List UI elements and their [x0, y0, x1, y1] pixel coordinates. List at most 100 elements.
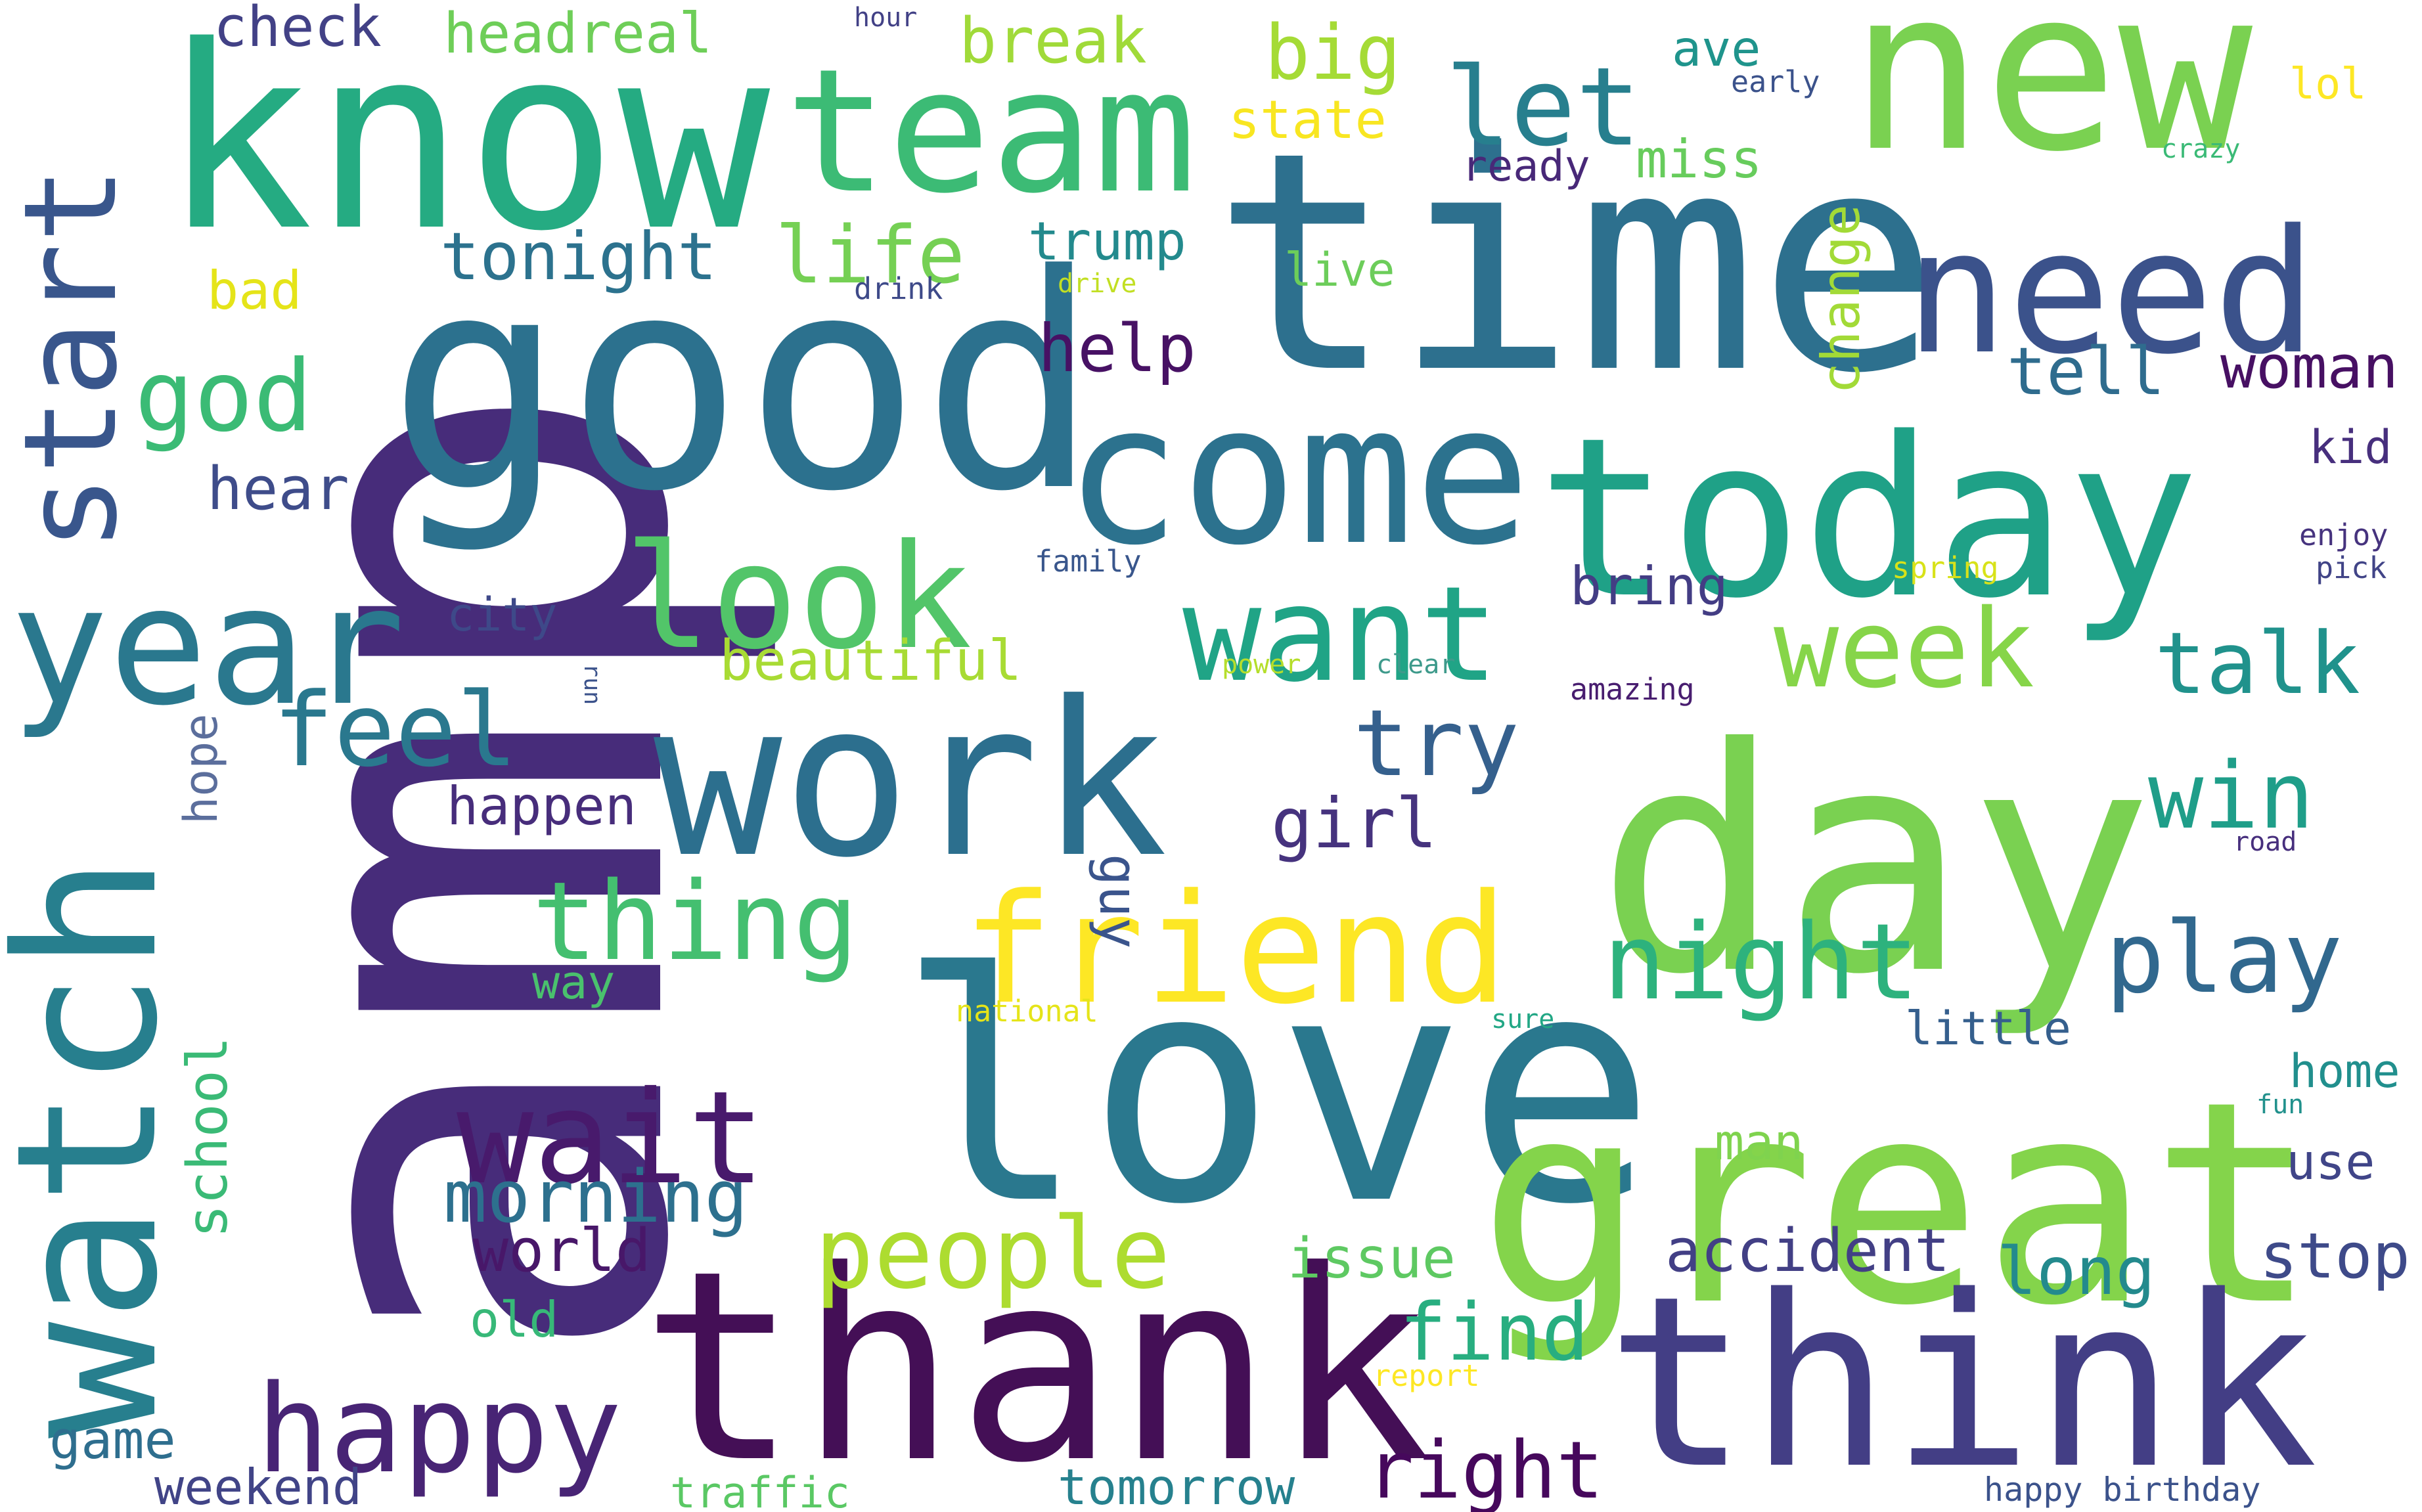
word-early: early	[1731, 64, 1820, 99]
word-bring: bring	[1570, 556, 1728, 617]
word-happen: happen	[447, 776, 637, 837]
word-morning: morning	[443, 1155, 748, 1239]
word-way: way	[532, 956, 615, 1010]
word-time: time	[1212, 88, 1940, 439]
word-drink: drink	[854, 271, 943, 306]
word-fun: fun	[2256, 1090, 2304, 1120]
word-great: great	[1478, 1042, 2318, 1367]
word-national: national	[956, 994, 1098, 1029]
word-accident: accident	[1665, 1216, 1950, 1285]
word-good: good	[388, 212, 1100, 556]
word-night: night	[1603, 901, 1919, 1023]
word-team: team	[785, 33, 1196, 231]
word-thing: thing	[532, 858, 859, 985]
word-start: start	[0, 166, 145, 552]
word-ave: ave	[1672, 20, 1760, 78]
word-come: come	[1064, 362, 1531, 588]
word-crazy: crazy	[2161, 134, 2240, 164]
word-life: life	[775, 210, 965, 301]
word-god: god	[135, 340, 313, 454]
word-help: help	[1038, 310, 1196, 387]
word-find: find	[1399, 1287, 1589, 1379]
word-feel: feel	[273, 671, 518, 789]
word-game: game	[49, 1410, 176, 1471]
word-report: report	[1373, 1358, 1480, 1393]
word-win: win	[2148, 743, 2314, 850]
word-play: play	[2105, 901, 2343, 1015]
word-right: right	[1366, 1425, 1603, 1512]
word-amazing: amazing	[1570, 672, 1695, 707]
word-want: want	[1182, 558, 1499, 711]
word-headreal: headreal	[443, 1, 712, 66]
word-change: change	[1810, 204, 1872, 394]
word-talk: talk	[2155, 613, 2360, 713]
word-bad: bad	[207, 260, 302, 321]
word-stop: stop	[2260, 1220, 2410, 1293]
word-miss: miss	[1636, 129, 1762, 190]
word-woman: woman	[2220, 333, 2398, 402]
word-traffic: traffic	[670, 1469, 850, 1512]
word-year: year	[10, 550, 405, 742]
word-watch: watch	[0, 855, 200, 1438]
word-know: know	[161, 0, 772, 286]
word-girl: girl	[1271, 784, 1437, 864]
word-friend: friend	[962, 862, 1508, 1038]
word-look: look	[624, 513, 972, 681]
word-drive: drive	[1058, 269, 1136, 299]
word-home: home	[2289, 1044, 2400, 1098]
word-sure: sure	[1491, 1004, 1554, 1034]
word-love: love	[897, 906, 1656, 1274]
word-thank: thank	[640, 1215, 1431, 1512]
word-city: city	[447, 588, 558, 642]
word-old: old	[470, 1291, 558, 1348]
word-work: work	[654, 656, 1168, 904]
word-today: today	[1537, 391, 2199, 647]
word-need: need	[1905, 194, 2316, 392]
word-run: run	[579, 663, 605, 705]
word-lol: lol	[2289, 60, 2366, 109]
word-happy-birthday: happy birthday	[1984, 1471, 2260, 1509]
word-long: long	[1997, 1233, 2155, 1310]
word-little: little	[1905, 1002, 2071, 1056]
word-state: state	[1228, 89, 1387, 150]
word-amp: amp	[148, 375, 791, 1371]
word-trump: trump	[1028, 211, 1186, 272]
word-week: week	[1774, 586, 2034, 712]
word-issue: issue	[1288, 1226, 1456, 1291]
word-big: big	[1265, 9, 1401, 97]
word-hear: hear	[207, 455, 349, 523]
word-day: day	[1596, 682, 2154, 1042]
word-guy: guy	[1088, 854, 1149, 949]
word-new: new	[1849, 0, 2254, 201]
word-road: road	[2233, 827, 2297, 857]
word-tomorrow: tomorrow	[1058, 1458, 1295, 1512]
word-enjoy: enjoy	[2299, 518, 2388, 552]
word-ready: ready	[1462, 142, 1590, 191]
word-school: school	[175, 1036, 240, 1238]
word-people: people	[815, 1197, 1171, 1311]
word-use: use	[2286, 1133, 2375, 1191]
word-clear: clear	[1376, 650, 1455, 680]
word-weekend: weekend	[154, 1458, 362, 1512]
word-live: live	[1284, 243, 1395, 297]
word-beautiful: beautiful	[719, 629, 1022, 694]
word-world: world	[473, 1216, 651, 1285]
word-think: think	[1606, 1245, 2318, 1512]
word-spring: spring	[1892, 550, 1999, 585]
word-check: check	[213, 0, 382, 60]
word-man: man	[1715, 1113, 1803, 1171]
word-tonight: tonight	[440, 218, 717, 295]
word-pick: pick	[2316, 550, 2387, 585]
word-wait: wait	[457, 1063, 765, 1212]
word-let: let	[1445, 44, 1641, 170]
word-try: try	[1353, 690, 1519, 797]
word-kid: kid	[2309, 420, 2392, 474]
word-hour: hour	[854, 3, 917, 33]
word-hope: hope	[174, 713, 228, 824]
word-tell: tell	[2007, 333, 2165, 410]
word-happy: happy	[256, 1358, 622, 1500]
word-break: break	[959, 5, 1147, 78]
word-family: family	[1035, 544, 1142, 579]
word-power: power	[1222, 650, 1301, 680]
